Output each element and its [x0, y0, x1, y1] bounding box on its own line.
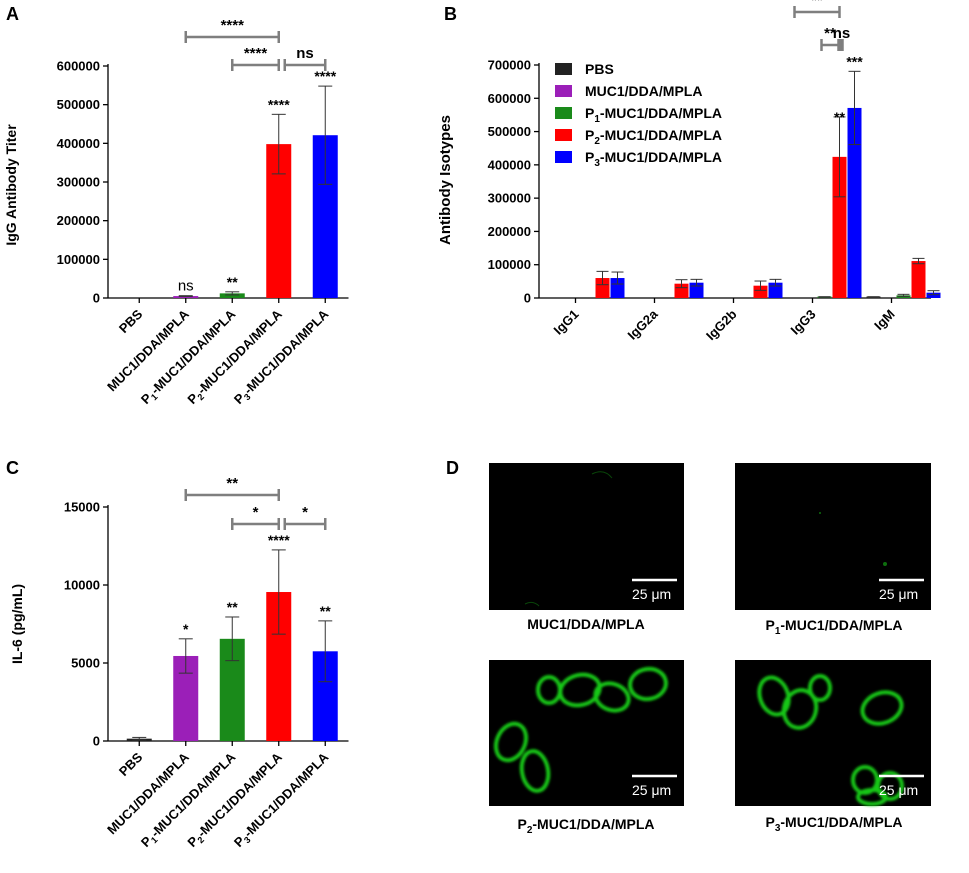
panel-d-micrographs: 25 μm 25 μm 25 μm [489, 463, 931, 836]
y-axis-title: Antibody Isotypes [437, 115, 454, 245]
x-tick-label: P3-MUC1/DDA/MPLA [231, 749, 333, 851]
significance-label: **** [268, 96, 290, 112]
comparison-label: * [253, 504, 259, 521]
bar [610, 278, 625, 298]
micrograph-caption: MUC1/DDA/MPLA [527, 616, 644, 632]
x-tick-label: IgG2a [624, 306, 661, 343]
y-tick-label: 200000 [57, 213, 100, 228]
y-tick-label: 300000 [57, 175, 100, 190]
scale-bar-label: 25 μm [879, 782, 918, 798]
y-tick-label: 300000 [488, 191, 531, 206]
y-axis-title: IgG Antibody Titer [3, 124, 19, 246]
panel-c-il6-chart: 0 5000 10000 15000 IL-6 (pg/mL) PBSMUC1/DDA/M… [9, 475, 349, 851]
scale-bar-label: 25 μm [632, 782, 671, 798]
micrograph-caption: P3-MUC1/DDA/MPLA [765, 814, 902, 834]
x-tick-label: PBS [116, 306, 146, 336]
significance-label: ** [320, 603, 331, 619]
bar [911, 261, 926, 298]
bar [832, 156, 847, 298]
panel-c-letter: C [6, 458, 19, 478]
x-tick-label: IgG3 [788, 307, 819, 338]
x-tick-label: PBS [116, 749, 146, 779]
y-tick-label: 400000 [57, 136, 100, 151]
y-tick-label: 10000 [64, 578, 100, 593]
significance-label: * [183, 621, 189, 637]
y-tick-label: 600000 [57, 59, 100, 74]
comparison-label: * [302, 504, 308, 521]
comparison-label: ns [296, 45, 314, 62]
micrograph-muc1: 25 μm [489, 463, 684, 610]
x-tick-label: MUC1/DDA/MPLA [104, 749, 192, 837]
panel-b-isotype-chart: 0 100000 200000 300000 400000 500000 600000 700… [437, 0, 941, 343]
y-tick-label: 500000 [488, 124, 531, 139]
significance-label: ** [834, 109, 845, 125]
comparison-label: **** [221, 17, 245, 34]
bar [926, 292, 941, 298]
legend-swatch [555, 85, 572, 97]
bar [595, 278, 610, 298]
significance-label: ** [227, 599, 238, 615]
scale-bar-label: 25 μm [632, 586, 671, 602]
y-tick-label: 5000 [71, 656, 100, 671]
scale-bar-label: 25 μm [879, 586, 918, 602]
y-tick-label: 15000 [64, 500, 100, 515]
micrograph-p1: 25 μm [735, 463, 931, 610]
y-tick-label: 100000 [488, 257, 531, 272]
y-axis-title: IL-6 (pg/mL) [9, 584, 25, 664]
y-tick-label: 0 [93, 734, 100, 749]
panel-d-letter: D [446, 458, 459, 478]
bar [173, 296, 199, 298]
y-tick-label: 600000 [488, 91, 531, 106]
y-tick-label: 500000 [57, 97, 100, 112]
significance-label: *** [846, 53, 863, 69]
legend-label: P3-MUC1/DDA/MPLA [585, 149, 722, 169]
significance-label: **** [314, 68, 336, 84]
y-tick-label: 0 [524, 291, 531, 306]
micrograph-caption: P2-MUC1/DDA/MPLA [517, 816, 654, 836]
panel-a-letter: A [6, 4, 19, 24]
legend-label: P1-MUC1/DDA/MPLA [585, 105, 722, 125]
legend-swatch [555, 107, 572, 119]
x-tick-label: P3-MUC1/DDA/MPLA [231, 306, 333, 408]
x-tick-label: IgG1 [551, 307, 582, 338]
comparison-label: ** [811, 0, 823, 9]
legend-label: MUC1/DDA/MPLA [585, 83, 702, 99]
comparison-label: ns [833, 25, 851, 42]
legend-label: P2-MUC1/DDA/MPLA [585, 127, 722, 147]
comparison-label: ** [226, 475, 238, 492]
panel-b-letter: B [444, 4, 457, 24]
legend-swatch [555, 129, 572, 141]
y-tick-label: 0 [93, 291, 100, 306]
panel-a-igg-chart: 0 100000 200000 300000 400000 500000 600000 IgG… [3, 17, 349, 408]
y-tick-label: 400000 [488, 157, 531, 172]
legend-label: PBS [585, 61, 614, 77]
bar [219, 293, 245, 298]
significance-label: ** [227, 274, 238, 290]
micrograph-p2: 25 μm [489, 660, 684, 806]
legend-swatch [555, 63, 572, 75]
bar [753, 285, 768, 298]
significance-label: ns [178, 278, 194, 295]
micrograph-caption: P1-MUC1/DDA/MPLA [765, 617, 902, 637]
bar [847, 107, 862, 298]
y-tick-label: 200000 [488, 224, 531, 239]
significance-label: **** [268, 532, 290, 548]
micrograph-p3: 25 μm [735, 660, 931, 806]
y-tick-label: 100000 [57, 252, 100, 267]
x-tick-label: IgM [871, 307, 897, 333]
comparison-label: ** [824, 25, 836, 42]
x-tick-label: IgG2b [703, 306, 740, 343]
legend-swatch [555, 151, 572, 163]
y-tick-label: 700000 [488, 58, 531, 73]
x-tick-label: MUC1/DDA/MPLA [104, 306, 192, 394]
comparison-label: **** [244, 45, 268, 62]
